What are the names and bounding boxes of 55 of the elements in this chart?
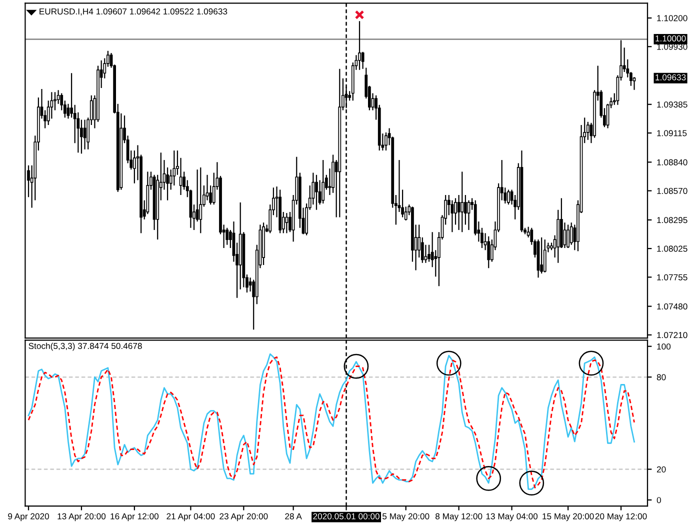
chart-title: Stoch(5,3,3) 37.8474 50.4678 <box>28 342 142 351</box>
candlestick <box>543 238 546 273</box>
candlestick <box>428 244 430 262</box>
y-tick-label: 1.07210 <box>657 332 688 338</box>
candlestick <box>457 194 460 231</box>
y-tick-label: 1.09385 <box>657 101 688 108</box>
candlestick <box>322 159 325 204</box>
candlestick <box>315 174 318 210</box>
y-tick-label: 1.08295 <box>657 217 688 224</box>
point <box>578 350 604 376</box>
x-tick-label: 23 Apr 20:00 <box>220 513 268 522</box>
x-tick-label: 5 May 20:00 <box>382 513 430 522</box>
point <box>436 350 462 376</box>
y-tick-label: 1.09930 <box>657 44 688 50</box>
y-tick-label: 1.08570 <box>657 188 688 194</box>
y-tick-label: 20 <box>656 466 666 472</box>
x-tick-label: 21 Apr 04:00 <box>166 513 215 522</box>
candlestick <box>179 157 182 196</box>
y-tick-label: 0 <box>656 497 661 504</box>
candlestick <box>526 226 530 238</box>
x-tick-label: 15 May 20:00 <box>542 513 594 522</box>
candlestick <box>566 224 570 249</box>
candlestick <box>172 150 176 186</box>
candlestick <box>540 236 544 274</box>
x-tick-label: 28 A <box>285 513 302 520</box>
y-tick-label: 100 <box>657 343 671 350</box>
point <box>344 354 369 379</box>
y-tick-label: 80 <box>656 374 666 380</box>
candlestick <box>424 244 428 264</box>
x-tick-label: 2020.05.01 00:00 <box>313 513 380 520</box>
ref-line-label: 1.10000 <box>656 35 686 42</box>
x-tick-label: 16 Apr 12:00 <box>110 513 159 522</box>
candlestick <box>507 189 510 206</box>
point <box>519 470 544 496</box>
x-tick-label: 9 Apr 2020 <box>8 513 50 522</box>
y-tick-label: 1.08840 <box>657 159 688 166</box>
candlestick <box>586 121 590 140</box>
x-tick-label: 13 Apr 20:00 <box>58 513 106 522</box>
x-tick-label: 8 May 12:00 <box>436 513 482 522</box>
y-tick-label: 1.07480 <box>657 303 688 310</box>
x-tick-label: 13 May 04:00 <box>486 513 538 522</box>
candlestick <box>358 20 361 70</box>
x-tick-label: 20 May 12:00 <box>595 513 647 522</box>
y-tick-label: 1.08025 <box>657 246 688 252</box>
candlestick <box>199 166 202 234</box>
y-tick-label: 1.10200 <box>657 15 688 22</box>
point <box>476 466 502 491</box>
y-tick-label: 1.09115 <box>657 130 687 136</box>
candlestick <box>487 236 490 269</box>
text: 1.09633 <box>656 74 686 80</box>
candlestick <box>226 227 229 246</box>
candlestick <box>384 132 388 152</box>
candlestick <box>460 171 464 233</box>
y-tick-label: 1.07755 <box>657 274 688 280</box>
text: EURUSD.I,H4 1.09607 1.09642 1.09522 1.09633 <box>40 8 228 16</box>
